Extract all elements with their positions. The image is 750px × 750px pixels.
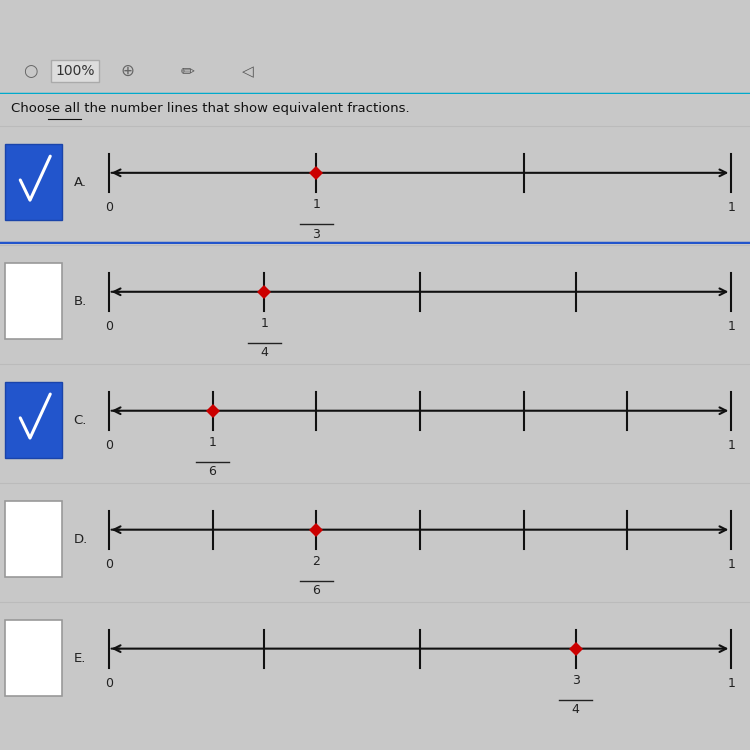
Text: 6: 6: [209, 466, 217, 478]
Text: 0: 0: [105, 677, 112, 690]
Text: ⊕: ⊕: [121, 62, 134, 80]
Text: 0: 0: [105, 440, 112, 452]
Text: Choose all the number lines that show equivalent fractions.: Choose all the number lines that show eq…: [11, 102, 410, 116]
Text: 4: 4: [260, 346, 268, 359]
Text: 6: 6: [312, 584, 320, 598]
Text: 1: 1: [728, 558, 735, 572]
Text: A.: A.: [74, 176, 86, 189]
Text: 0: 0: [105, 558, 112, 572]
Text: C.: C.: [74, 414, 87, 427]
Text: 3: 3: [572, 674, 580, 686]
Text: 1: 1: [728, 677, 735, 690]
Text: ◁: ◁: [242, 64, 254, 79]
Text: 1: 1: [209, 436, 217, 448]
Text: 1: 1: [728, 202, 735, 214]
Text: 1: 1: [312, 198, 320, 211]
Text: ○: ○: [22, 62, 38, 80]
Text: 1: 1: [728, 320, 735, 333]
Text: ✏: ✏: [181, 62, 194, 80]
Text: 1: 1: [260, 316, 268, 330]
Text: 1: 1: [728, 440, 735, 452]
Text: 2: 2: [312, 555, 320, 568]
Text: 100%: 100%: [56, 64, 94, 78]
Bar: [5, 620, 62, 696]
Text: 4: 4: [572, 704, 580, 716]
Bar: [5, 501, 62, 578]
Text: 0: 0: [105, 320, 112, 333]
Bar: [5, 382, 62, 458]
Bar: [5, 263, 62, 339]
Text: D.: D.: [74, 532, 88, 546]
Bar: [5, 144, 62, 220]
Text: B.: B.: [74, 295, 87, 307]
Text: 3: 3: [312, 227, 320, 241]
Text: 0: 0: [105, 202, 112, 214]
Text: E.: E.: [74, 652, 86, 664]
